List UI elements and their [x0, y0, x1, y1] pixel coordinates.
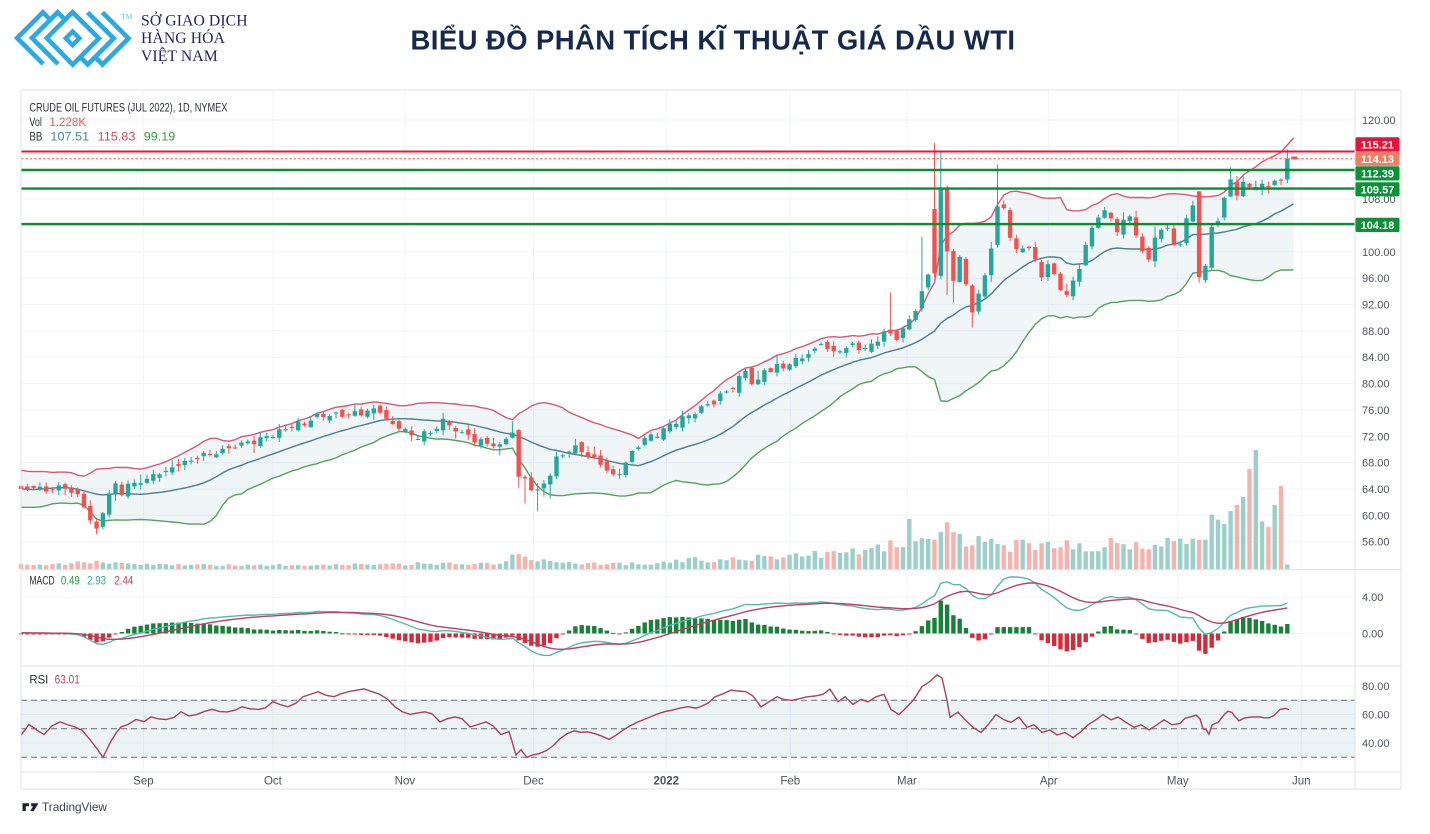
- svg-text:114.13: 114.13: [1361, 154, 1394, 166]
- svg-text:0.00: 0.00: [1362, 629, 1383, 641]
- svg-text:May: May: [1167, 776, 1189, 788]
- svg-text:Mar: Mar: [897, 776, 917, 788]
- svg-text:76.00: 76.00: [1362, 405, 1390, 417]
- svg-text:115.83: 115.83: [98, 131, 136, 143]
- svg-text:64.00: 64.00: [1362, 484, 1390, 496]
- svg-text:BB: BB: [29, 131, 42, 143]
- svg-text:60.00: 60.00: [1362, 710, 1390, 722]
- svg-text:100.00: 100.00: [1362, 247, 1396, 259]
- svg-text:63.01: 63.01: [55, 675, 80, 687]
- svg-text:CRUDE OIL FUTURES (JUL 2022),: CRUDE OIL FUTURES (JUL 2022), 1D, NYMEX: [29, 103, 227, 115]
- svg-text:80.00: 80.00: [1362, 379, 1390, 391]
- svg-text:Sep: Sep: [133, 776, 153, 788]
- svg-text:88.00: 88.00: [1362, 326, 1390, 338]
- svg-text:Dec: Dec: [523, 776, 544, 788]
- svg-text:Nov: Nov: [395, 776, 416, 788]
- svg-text:120.00: 120.00: [1362, 115, 1396, 127]
- svg-text:72.00: 72.00: [1362, 431, 1390, 443]
- svg-text:104.18: 104.18: [1361, 220, 1395, 232]
- svg-text:56.00: 56.00: [1362, 537, 1390, 549]
- svg-text:BIỂU ĐỒ PHÂN TÍCH KĨ THUẬT GIÁ: BIỂU ĐỒ PHÂN TÍCH KĨ THUẬT GIÁ DẦU WTI: [411, 25, 1016, 56]
- svg-text:VIỆT NAM: VIỆT NAM: [141, 46, 218, 65]
- svg-text:Jun: Jun: [1292, 776, 1311, 788]
- svg-text:0.49: 0.49: [61, 575, 80, 587]
- svg-text:HÀNG HÓA: HÀNG HÓA: [141, 28, 226, 47]
- svg-text:108.00: 108.00: [1362, 194, 1396, 206]
- svg-text:RSI: RSI: [29, 675, 48, 687]
- svg-text:Oct: Oct: [264, 776, 283, 788]
- svg-text:Vol: Vol: [29, 117, 42, 129]
- svg-text:4.00: 4.00: [1362, 592, 1383, 604]
- svg-text:92.00: 92.00: [1362, 300, 1390, 312]
- svg-text:109.57: 109.57: [1361, 184, 1395, 196]
- svg-text:60.00: 60.00: [1362, 510, 1390, 522]
- svg-text:1.228K: 1.228K: [49, 117, 86, 129]
- svg-text:2.93: 2.93: [87, 575, 106, 587]
- svg-text:MACD: MACD: [29, 575, 54, 587]
- svg-text:112.39: 112.39: [1361, 168, 1394, 180]
- svg-text:115.21: 115.21: [1361, 139, 1394, 151]
- svg-text:80.00: 80.00: [1362, 681, 1390, 693]
- svg-text:Apr: Apr: [1040, 776, 1058, 788]
- svg-text:SỞ GIAO DỊCH: SỞ GIAO DỊCH: [141, 11, 248, 30]
- svg-text:Feb: Feb: [780, 776, 800, 788]
- svg-text:107.51: 107.51: [50, 131, 89, 143]
- svg-text:2022: 2022: [654, 776, 680, 788]
- svg-text:TradingView: TradingView: [42, 800, 107, 814]
- svg-text:2.44: 2.44: [114, 575, 133, 587]
- svg-text:40.00: 40.00: [1362, 738, 1390, 750]
- svg-text:99.19: 99.19: [144, 131, 175, 143]
- svg-text:84.00: 84.00: [1362, 352, 1390, 364]
- svg-text:96.00: 96.00: [1362, 273, 1390, 285]
- svg-text:TM: TM: [121, 12, 133, 21]
- svg-text:68.00: 68.00: [1362, 458, 1390, 470]
